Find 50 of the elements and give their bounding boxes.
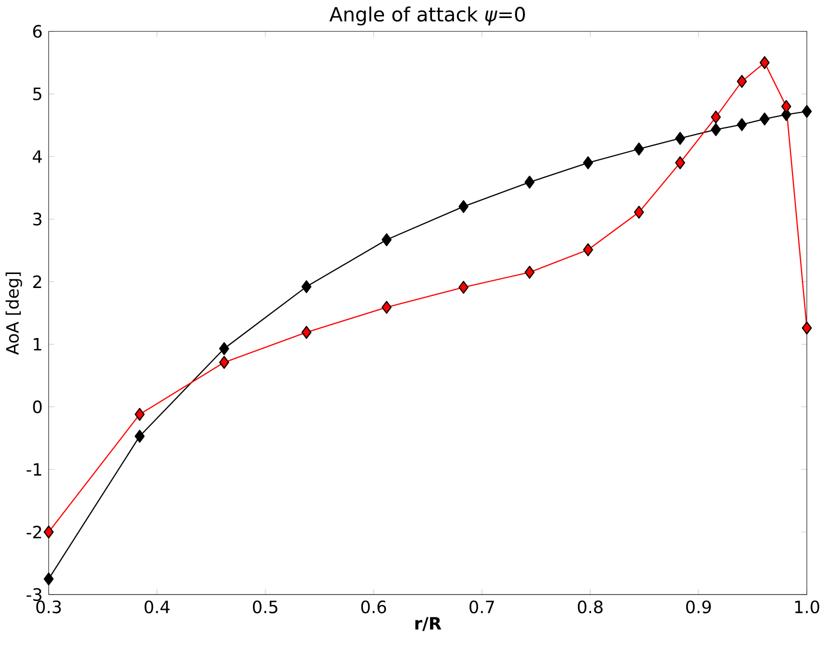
point [458,281,469,294]
point [44,572,54,586]
x-tick-label: 0.5 [252,600,278,614]
point [760,112,770,126]
y-tick-label: 4 [32,150,42,163]
point [301,326,312,340]
x-tick-label: 0.7 [470,600,494,614]
point [458,200,469,214]
point [134,430,145,443]
x-tick-label: 0.8 [578,600,603,614]
x-tick-label: 0.4 [144,600,170,614]
point [736,75,747,88]
point [675,156,686,170]
point [710,110,721,124]
x-tick-label: 1.0 [795,600,820,614]
x-tick-label: 0.3 [36,600,61,614]
point [634,206,644,219]
point [802,105,812,118]
point [760,56,770,70]
point [710,123,721,136]
y-tick-label: -1 [26,463,42,476]
chart-title: Angle of attack ψ=0 [329,6,525,26]
point [382,301,392,314]
point [134,408,145,422]
x-tick-label: 0.6 [361,600,386,614]
point [219,356,230,370]
point [301,280,312,294]
y-tick-label: 2 [33,276,42,288]
y-axis-title: AoA [deg] [6,272,22,356]
x-tick-label: 0.9 [686,600,711,614]
y-tick-label: 3 [33,212,42,226]
y-tick-label: -2 [26,526,42,539]
y-tick-label: 6 [33,25,42,38]
point [583,244,594,256]
y-tick-label: -3 [26,588,42,602]
point [736,118,747,132]
y-tick-label: 5 [33,88,42,100]
point [524,176,535,189]
point [802,322,812,335]
point [781,100,792,114]
x-axis-title: r/R [415,617,442,632]
point [675,132,686,146]
point [44,526,54,539]
y-tick-label: 0 [33,400,42,414]
point [382,234,392,246]
point [634,142,644,156]
point [583,156,594,170]
point [524,266,535,279]
point [219,342,230,356]
y-tick-label: 1 [34,338,42,351]
